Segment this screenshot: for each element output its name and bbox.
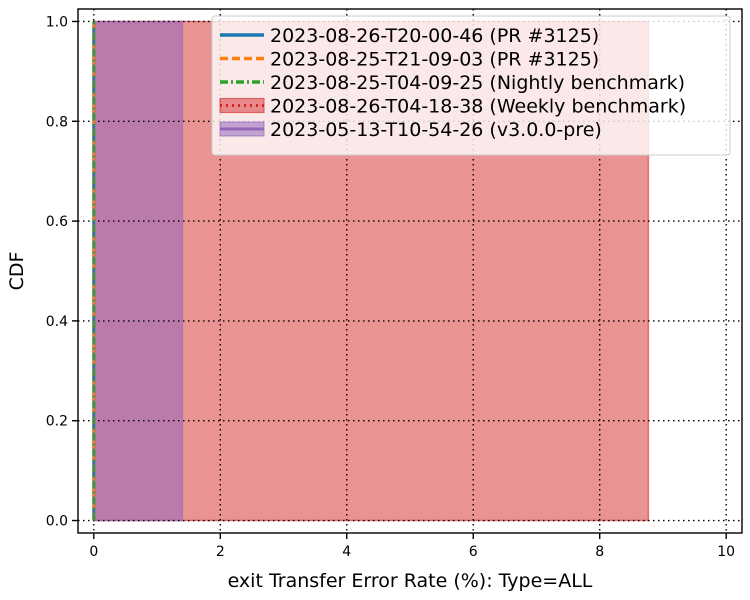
- y-tick-label-2: 0.4: [46, 314, 68, 330]
- y-axis-label: CDF: [6, 252, 28, 291]
- legend-entry-2: 2023-08-25-T04-09-25 (Nightly benchmark): [270, 72, 685, 94]
- band-series-4: [93, 20, 184, 522]
- x-axis-label: exit Transfer Error Rate (%): Type=ALL: [228, 570, 593, 592]
- x-tick-label-4: 8: [595, 544, 604, 560]
- x-tick-label-0: 0: [89, 544, 98, 560]
- y-tick-label-5: 1.0: [46, 14, 68, 30]
- y-tick-label-0: 0.0: [46, 514, 68, 530]
- y-tick-label-1: 0.2: [46, 414, 68, 430]
- x-axis: 0 2 4 6 8 10: [89, 533, 735, 560]
- legend-entry-0: 2023-08-26-T20-00-46 (PR #3125): [270, 25, 599, 47]
- y-axis: 0.0 0.2 0.4 0.6 0.8 1.0: [46, 14, 78, 530]
- legend-box: [211, 15, 731, 156]
- plot-frame: [77, 8, 743, 534]
- legend-entry-4: 2023-05-13-T10-54-26 (v3.0.0-pre): [270, 119, 602, 141]
- x-tick-label-5: 10: [717, 544, 735, 560]
- x-tick-label-1: 2: [216, 544, 225, 560]
- y-tick-label-3: 0.6: [46, 214, 68, 230]
- legend-entry-1: 2023-08-25-T21-09-03 (PR #3125): [270, 49, 599, 71]
- y-tick-label-4: 0.8: [46, 114, 68, 130]
- legend: 2023-08-26-T20-00-46 (PR #3125)2023-08-2…: [211, 15, 731, 156]
- legend-entry-3: 2023-08-26-T04-18-38 (Weekly benchmark): [270, 96, 686, 118]
- grid-layer: [78, 9, 742, 533]
- x-tick-label-3: 6: [469, 544, 478, 560]
- x-tick-label-2: 4: [342, 544, 351, 560]
